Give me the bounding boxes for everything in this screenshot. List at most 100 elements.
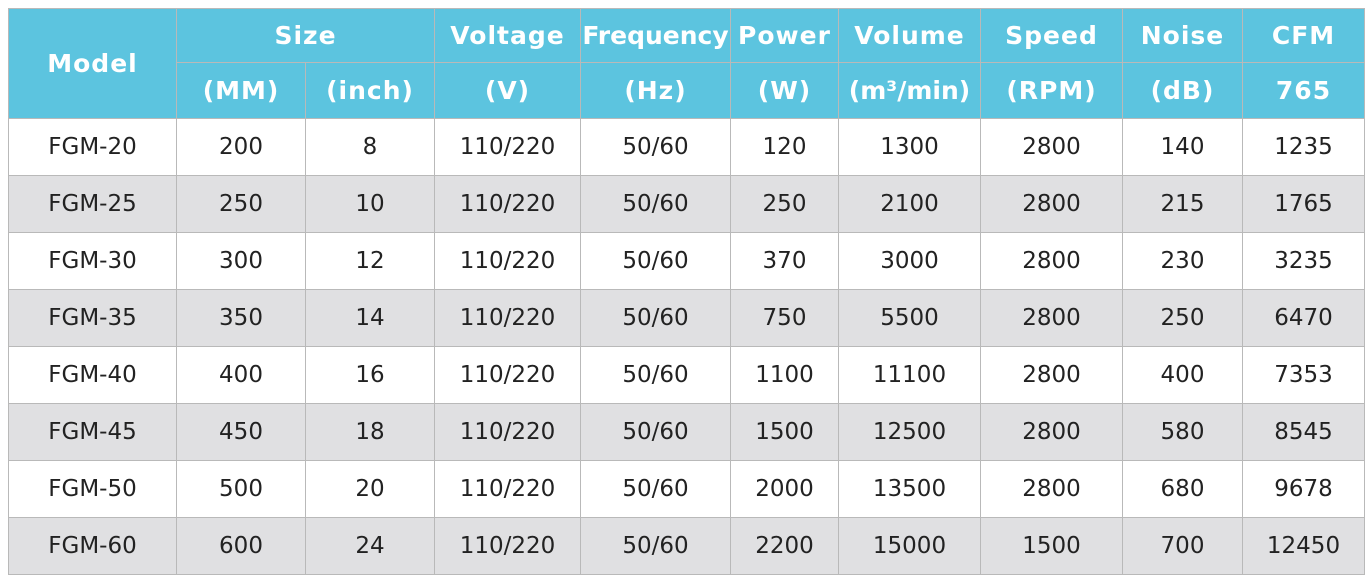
table-cell: 700: [1122, 517, 1243, 575]
table-cell: 2800: [980, 175, 1123, 233]
table-cell: 3000: [838, 232, 981, 290]
table-cell: FGM-45: [8, 403, 177, 461]
table-cell: 12500: [838, 403, 981, 461]
table-cell: 20: [305, 460, 435, 518]
table-cell: 110/220: [434, 232, 581, 290]
table-cell: 2800: [980, 460, 1123, 518]
table-cell: FGM-40: [8, 346, 177, 404]
table-row: FGM-50 500 20 110/220 50/60 2000 13500 2800 680 9…: [8, 460, 1365, 518]
table-cell: 50/60: [580, 118, 731, 176]
table-cell: 250: [176, 175, 306, 233]
table-cell: 680: [1122, 460, 1243, 518]
table-cell: 110/220: [434, 517, 581, 575]
table-cell: 8: [305, 118, 435, 176]
table-cell: 450: [176, 403, 306, 461]
table-cell: 215: [1122, 175, 1243, 233]
table-cell: 300: [176, 232, 306, 290]
table-cell: 50/60: [580, 346, 731, 404]
table-cell: 580: [1122, 403, 1243, 461]
table-cell: FGM-30: [8, 232, 177, 290]
table-row: FGM-30 300 12 110/220 50/60 370 3000 2800 230 323…: [8, 232, 1365, 290]
table-cell: 50/60: [580, 460, 731, 518]
table-row: FGM-45 450 18 110/220 50/60 1500 12500 2800 580 8…: [8, 403, 1365, 461]
table-cell: 750: [730, 289, 839, 347]
table-cell: 2800: [980, 232, 1123, 290]
table-cell: 14: [305, 289, 435, 347]
table-cell: 50/60: [580, 289, 731, 347]
table-cell: 400: [176, 346, 306, 404]
table-cell: 2800: [980, 403, 1123, 461]
table-cell: 15000: [838, 517, 981, 575]
table-cell: 10: [305, 175, 435, 233]
header-cell: (W): [730, 62, 839, 119]
table-cell: 500: [176, 460, 306, 518]
table-cell: 110/220: [434, 346, 581, 404]
table-cell: 50/60: [580, 517, 731, 575]
table-cell: 1235: [1242, 118, 1365, 176]
header-cell: (Hz): [580, 62, 731, 119]
table-cell: 110/220: [434, 403, 581, 461]
table-cell: 110/220: [434, 289, 581, 347]
table-cell: 250: [1122, 289, 1243, 347]
table-cell: 1300: [838, 118, 981, 176]
header-cell: Voltage: [434, 8, 581, 63]
header-cell: Noise: [1122, 8, 1243, 63]
table-cell: 12: [305, 232, 435, 290]
table-cell: 350: [176, 289, 306, 347]
table-cell: 1500: [980, 517, 1123, 575]
header-cell: (m³/min): [838, 62, 981, 119]
table-cell: FGM-50: [8, 460, 177, 518]
table-cell: 200: [176, 118, 306, 176]
table-row: FGM-25 250 10 110/220 50/60 250 2100 2800 215 176…: [8, 175, 1365, 233]
header-cell: Model: [8, 8, 177, 119]
table-cell: 140: [1122, 118, 1243, 176]
header-cell: Frequency: [580, 8, 731, 63]
table-cell: 50/60: [580, 175, 731, 233]
table-cell: 7353: [1242, 346, 1365, 404]
table-cell: 50/60: [580, 403, 731, 461]
table-cell: 8545: [1242, 403, 1365, 461]
spec-table: Model Size Voltage Frequency Power Volum…: [8, 8, 1365, 575]
table-cell: 600: [176, 517, 306, 575]
table-cell: 3235: [1242, 232, 1365, 290]
header-cell: (dB): [1122, 62, 1243, 119]
table-cell: 16: [305, 346, 435, 404]
table-row: FGM-60 600 24 110/220 50/60 2200 15000 1500 700 1…: [8, 517, 1365, 575]
table-cell: 1765: [1242, 175, 1365, 233]
table-cell: 18: [305, 403, 435, 461]
table-cell: 1100: [730, 346, 839, 404]
header-cell: Volume: [838, 8, 981, 63]
table-cell: 230: [1122, 232, 1243, 290]
table-cell: 2000: [730, 460, 839, 518]
table-cell: 24: [305, 517, 435, 575]
table-cell: 110/220: [434, 175, 581, 233]
table-cell: 1500: [730, 403, 839, 461]
table-cell: 12450: [1242, 517, 1365, 575]
header-cell: Speed: [980, 8, 1123, 63]
header-cell: Power: [730, 8, 839, 63]
table-cell: 120: [730, 118, 839, 176]
table-cell: FGM-20: [8, 118, 177, 176]
table-cell: 250: [730, 175, 839, 233]
table-cell: FGM-25: [8, 175, 177, 233]
table-cell: 6470: [1242, 289, 1365, 347]
header-cell: 765: [1242, 62, 1365, 119]
table-cell: 9678: [1242, 460, 1365, 518]
header-cell: (RPM): [980, 62, 1123, 119]
table-row: FGM-20 200 8 110/220 50/60 120 1300 2800 140 1235: [8, 118, 1365, 176]
table-body: FGM-20 200 8 110/220 50/60 120 1300 2800 140 1235…: [8, 118, 1365, 575]
header-cell: (V): [434, 62, 581, 119]
table-cell: 13500: [838, 460, 981, 518]
table-cell: 2800: [980, 118, 1123, 176]
table-row: FGM-40 400 16 110/220 50/60 1100 11100 2800 400 7…: [8, 346, 1365, 404]
header-cell: (inch): [305, 62, 435, 119]
table-cell: 50/60: [580, 232, 731, 290]
header-cell: CFM: [1242, 8, 1365, 63]
table-cell: 5500: [838, 289, 981, 347]
table-cell: 11100: [838, 346, 981, 404]
table-cell: 110/220: [434, 118, 581, 176]
table-cell: 110/220: [434, 460, 581, 518]
header-cell: Size: [176, 8, 435, 63]
table-cell: 2800: [980, 346, 1123, 404]
